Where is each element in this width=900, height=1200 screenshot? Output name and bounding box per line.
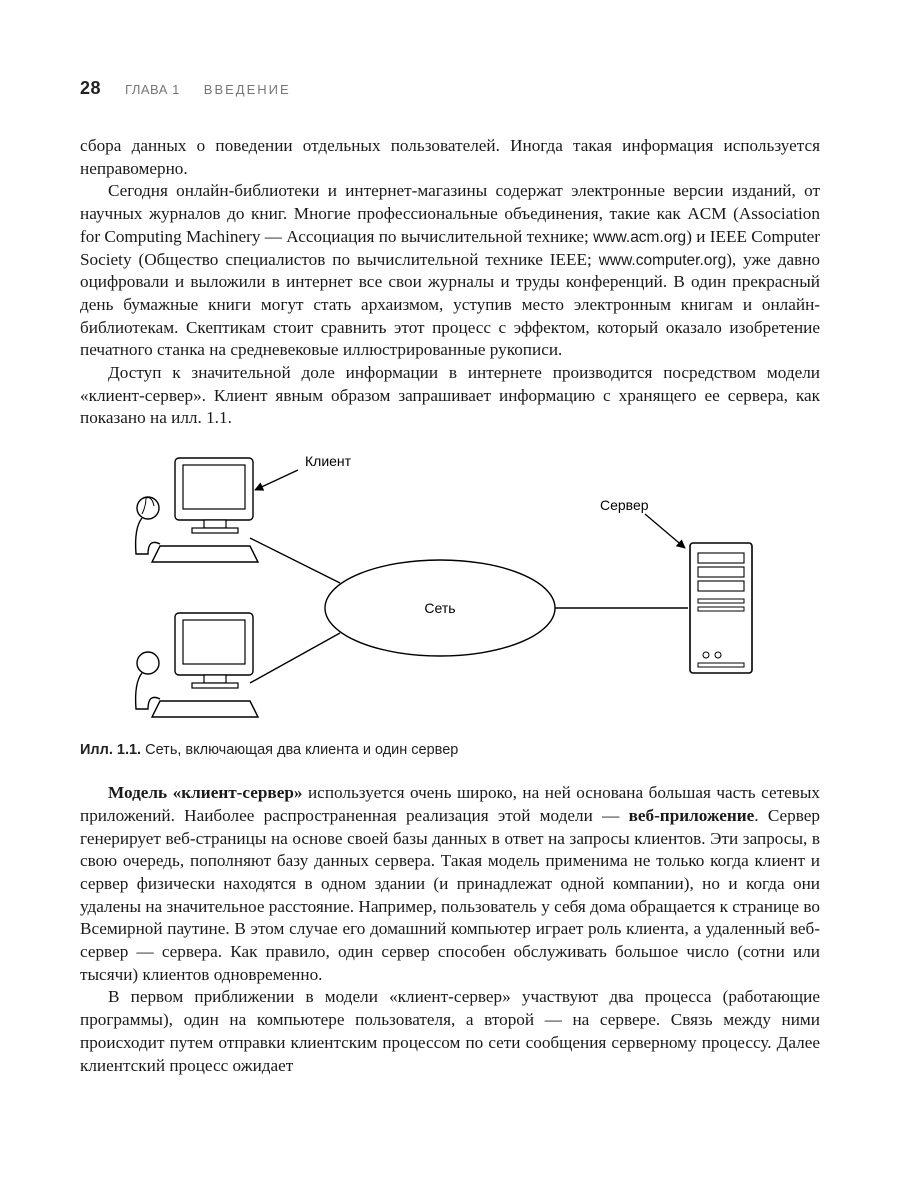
url-acm: www.acm.org	[593, 229, 686, 246]
chapter-title: ВВЕДЕНИЕ	[204, 82, 291, 97]
client-label: Клиент	[305, 453, 352, 469]
paragraph-4: Модель «клиент-сервер» используется очен…	[80, 782, 820, 986]
figure-caption: Илл. 1.1. Сеть, включающая два клиента и…	[80, 742, 820, 758]
p4-bold1: Модель «клиент-сервер»	[108, 783, 302, 802]
paragraph-5: В первом приближении в модели «клиент-се…	[80, 986, 820, 1077]
network-label: Сеть	[424, 600, 455, 616]
paragraph-3: Доступ к значительной доле информации в …	[80, 362, 820, 430]
paragraph-2: Сегодня онлайн-библиотеки и интернет-маг…	[80, 180, 820, 362]
network-diagram-svg: Сеть	[80, 448, 820, 728]
url-ieee: www.computer.org	[599, 252, 727, 269]
page-number: 28	[80, 78, 101, 99]
server-icon	[690, 543, 752, 673]
caption-text: Сеть, включающая два клиента и один серв…	[141, 742, 458, 758]
paragraph-1: сбора данных о поведении отдельных польз…	[80, 135, 820, 180]
server-label: Сервер	[600, 497, 649, 513]
client-1-icon	[136, 458, 258, 562]
figure-1-1: Сеть	[80, 448, 820, 728]
client-2-icon	[136, 613, 258, 717]
p4-b: . Сервер генерирует веб-страницы на осно…	[80, 806, 820, 984]
running-header: 28 ГЛАВА 1 ВВЕДЕНИЕ	[80, 78, 820, 99]
book-page: 28 ГЛАВА 1 ВВЕДЕНИЕ сбора данных о повед…	[0, 0, 900, 1200]
p4-bold2: веб-приложение	[629, 806, 755, 825]
caption-lead: Илл. 1.1.	[80, 742, 141, 758]
chapter-label: ГЛАВА 1	[125, 82, 180, 97]
